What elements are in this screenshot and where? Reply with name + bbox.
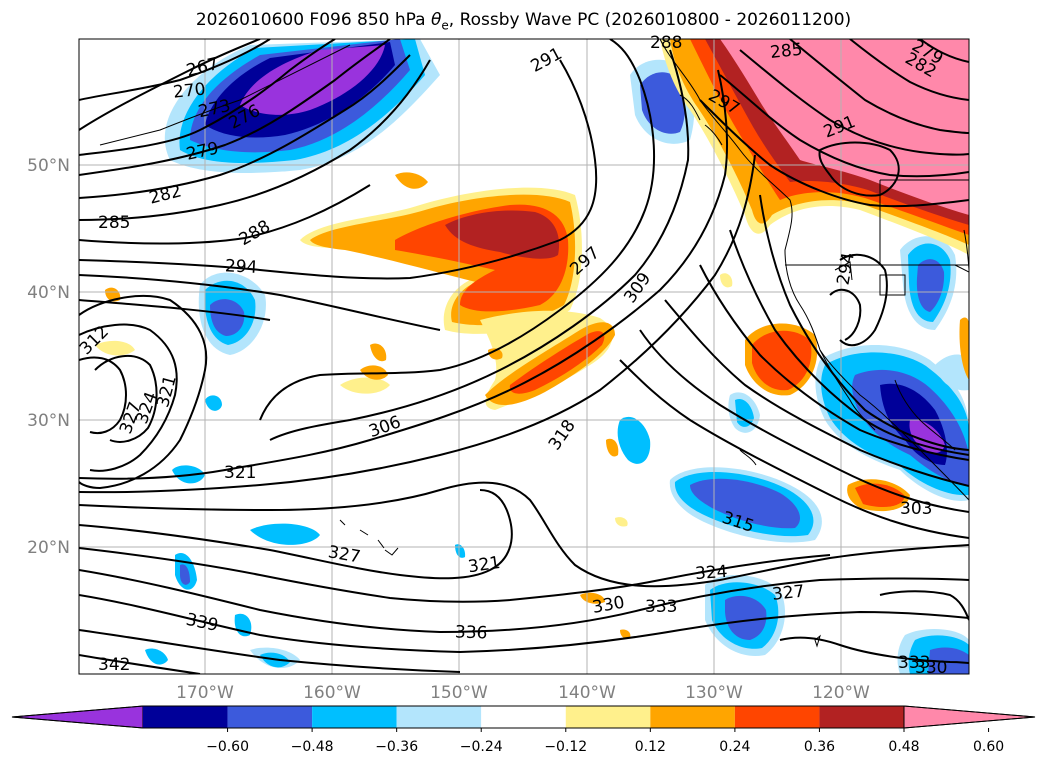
contour-label: 324 <box>694 562 728 584</box>
negative-anomaly-nw <box>164 39 440 173</box>
lon-label: 170°W <box>176 683 234 703</box>
lon-label: 120°W <box>812 683 870 703</box>
theta-e-contours <box>79 39 969 674</box>
contour-label: 321 <box>224 463 256 483</box>
contour-label: 270 <box>172 79 206 102</box>
contour-label: 285 <box>769 40 803 63</box>
colorbar-tick-label: 0.60 <box>973 739 1004 755</box>
contour-label: 333 <box>645 597 677 617</box>
contour-label: 342 <box>98 655 130 675</box>
contour-label: 303 <box>900 499 932 519</box>
colorbar-tick-label: 0.36 <box>804 739 835 755</box>
contour-label: 330 <box>915 658 947 678</box>
lon-label: 150°W <box>430 683 488 703</box>
lat-label: 50°N <box>27 156 70 176</box>
lat-label: 20°N <box>27 538 70 558</box>
lon-label: 130°W <box>685 683 743 703</box>
positive-anomaly-central <box>95 172 733 639</box>
latitude-labels: 50°N 40°N 30°N 20°N <box>27 156 70 558</box>
colorbar-outline <box>11 705 1036 729</box>
colorbar-tick-label: −0.60 <box>206 739 249 755</box>
colorbar-segment <box>312 706 397 728</box>
coastlines <box>99 39 969 648</box>
contour-label: 321 <box>467 553 502 577</box>
contour-label: 294 <box>224 256 257 278</box>
colorbar-segment <box>481 706 566 728</box>
lat-label: 40°N <box>27 283 70 303</box>
colorbar-segment <box>734 706 820 728</box>
colorbar: −0.60 −0.48 −0.36 −0.24 −0.12 0.12 0.24 0.36 0.4… <box>11 705 1036 755</box>
contour-label: 288 <box>650 33 682 53</box>
colorbar-segment <box>819 706 904 728</box>
colorbar-tick-label: 0.48 <box>888 739 919 755</box>
contour-label: 285 <box>98 213 130 233</box>
colorbar-segment <box>143 706 228 728</box>
colorbar-segment <box>565 706 651 728</box>
lon-label: 140°W <box>558 683 616 703</box>
colorbar-segment <box>396 706 482 728</box>
colorbar-tick-label: −0.12 <box>544 739 587 755</box>
positive-anomaly-ne <box>660 39 969 512</box>
contour-label: 327 <box>771 582 805 605</box>
longitude-labels: 170°W 160°W 150°W 140°W 130°W 120°W <box>176 683 870 703</box>
colorbar-tick-label: 0.24 <box>719 739 750 755</box>
colorbar-extend-high <box>903 705 1036 729</box>
lat-label: 30°N <box>27 411 70 431</box>
shaded-anomalies <box>95 39 969 674</box>
negative-anomaly-west <box>145 272 466 669</box>
colorbar-segment <box>227 706 313 728</box>
contour-label: 336 <box>455 622 488 643</box>
colorbar-tick-label: 0.12 <box>635 739 666 755</box>
colorbar-tick-label: −0.36 <box>375 739 418 755</box>
plot-frame <box>78 38 970 675</box>
contour-label: 333 <box>898 653 930 673</box>
colorbar-extend-low <box>11 705 144 729</box>
map-title: 2026010600 F096 850 hPa θe, Rossby Wave … <box>195 10 852 33</box>
colorbar-segment <box>650 706 735 728</box>
colorbar-tick-label: −0.48 <box>291 739 334 755</box>
lon-label: 160°W <box>303 683 361 703</box>
colorbar-tick-label: −0.24 <box>460 739 503 755</box>
